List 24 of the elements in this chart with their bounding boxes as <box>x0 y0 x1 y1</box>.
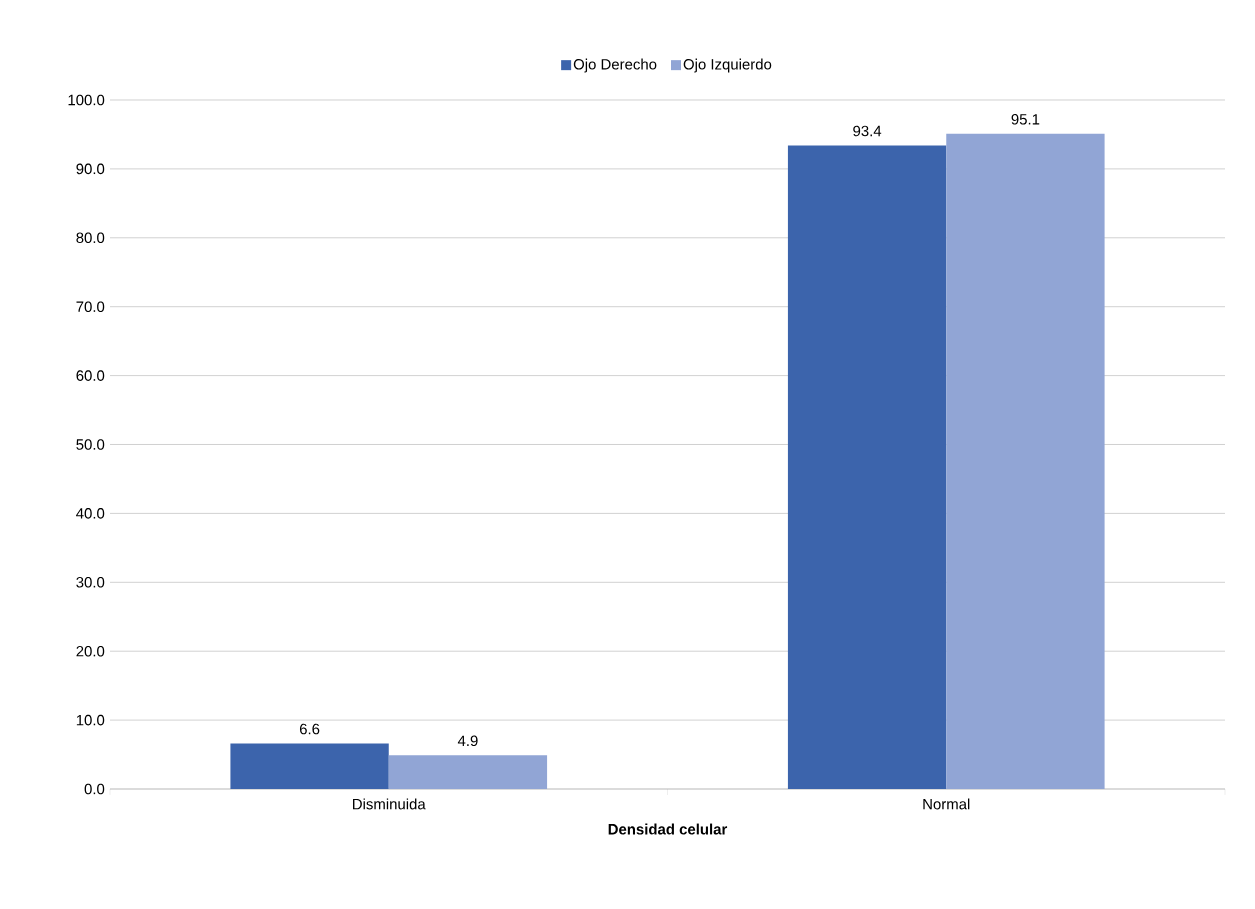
y-tick-label: 90.0 <box>76 163 105 175</box>
y-tick-label: 70.0 <box>76 301 105 312</box>
y-tick-label: 0.0 <box>84 783 105 795</box>
bar <box>946 133 1105 789</box>
legend-label: Ojo Derecho <box>573 58 657 73</box>
y-tick-label: 80.0 <box>76 232 105 244</box>
x-tick-label: Normal <box>923 798 970 810</box>
bar <box>230 743 389 789</box>
y-tick-label: 60.0 <box>76 370 105 381</box>
data-label: 95.1 <box>1011 113 1040 125</box>
bar <box>388 755 548 789</box>
y-tick-label: 50.0 <box>76 439 105 450</box>
x-tick-label: Disminuida <box>353 798 426 810</box>
y-tick-label: 100.0 <box>68 94 105 106</box>
y-tick-label: 40.0 <box>76 508 105 519</box>
data-label: 4.9 <box>457 735 478 747</box>
bar <box>787 145 947 789</box>
data-label: 93.4 <box>853 125 882 137</box>
data-label: 6.6 <box>299 723 320 735</box>
legend-label: Ojo Izquierdo <box>683 58 772 73</box>
x-axis-title: Densidad celular <box>608 823 728 835</box>
y-tick-label: 30.0 <box>76 577 105 588</box>
y-tick-label: 10.0 <box>76 714 105 726</box>
y-tick-label: 20.0 <box>76 645 105 657</box>
